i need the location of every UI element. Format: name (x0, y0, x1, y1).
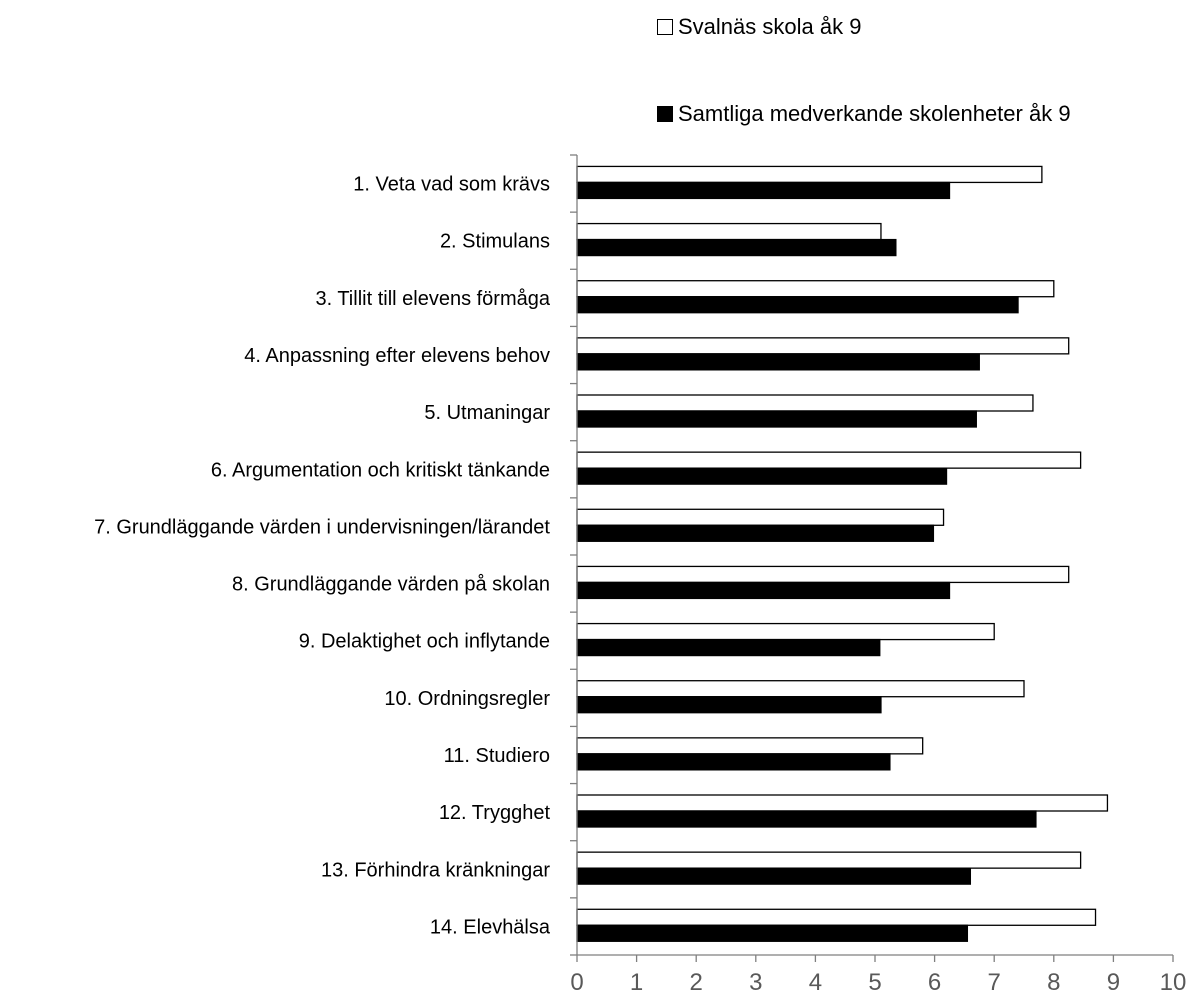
bar-samtliga-13 (576, 867, 972, 885)
legend-item-svalnas: Svalnäs skola åk 9 (657, 14, 861, 40)
category-label: 10. Ordningsregler (384, 688, 550, 710)
bar-samtliga-5 (576, 410, 977, 428)
bar-svalnas-8 (576, 565, 1070, 584)
x-tick-label: 8 (1047, 969, 1060, 996)
category-label: 12. Trygghet (439, 802, 551, 824)
bar-svalnas-3 (576, 280, 1055, 298)
bar-samtliga-2 (576, 238, 897, 257)
legend-swatch-black (657, 106, 673, 122)
bar-samtliga-10 (576, 696, 882, 714)
bar-svalnas-10 (576, 680, 1025, 698)
bar-svalnas-13 (576, 851, 1082, 869)
bar-samtliga-12 (576, 810, 1037, 828)
x-tick-label: 6 (928, 969, 941, 996)
category-label: 14. Elevhälsa (430, 916, 551, 938)
x-tick-label: 0 (570, 969, 583, 996)
x-tick-label: 5 (868, 969, 881, 996)
legend-swatch-white (657, 19, 673, 35)
axes: 0 1 2 3 4 5 6 7 8 9 10 (570, 154, 1187, 996)
bar-svalnas-12 (576, 794, 1109, 812)
category-label: 6. Argumentation och kritiskt tänkande (211, 459, 550, 481)
category-label: 1. Veta vad som krävs (353, 174, 550, 196)
bar-svalnas-5 (576, 394, 1034, 412)
bar-samtliga-11 (576, 753, 891, 771)
category-label: 5. Utmaningar (424, 402, 550, 424)
legend-label: Samtliga medverkande skolenheter åk 9 (678, 101, 1071, 126)
x-tick-label: 10 (1160, 969, 1187, 996)
category-label: 2. Stimulans (440, 231, 550, 253)
bar-svalnas-14 (576, 908, 1097, 926)
category-label: 4. Anpassning efter elevens behov (244, 345, 550, 367)
category-label: 8. Grundläggande värden på skolan (232, 574, 550, 596)
bar-samtliga-8 (576, 581, 951, 600)
category-label: 3. Tillit till elevens förmåga (315, 288, 550, 310)
bar-samtliga-3 (576, 296, 1019, 314)
legend-item-samtliga: Samtliga medverkande skolenheter åk 9 (657, 101, 1071, 127)
category-label: 11. Studiero (444, 745, 550, 767)
bar-svalnas-4 (576, 337, 1070, 355)
category-label: 13. Förhindra kränkningar (321, 859, 550, 881)
bar-samtliga-6 (576, 467, 948, 485)
bar-samtliga-14 (576, 924, 969, 942)
category-labels: 1. Veta vad som krävs 2. Stimulans 3. Till… (94, 174, 551, 939)
bar-samtliga-1 (576, 181, 951, 200)
x-tick-label: 4 (809, 969, 822, 996)
bar-samtliga-7 (576, 524, 935, 542)
bar-samtliga-9 (576, 638, 881, 657)
x-tick-label: 2 (690, 969, 703, 996)
bar-samtliga-4 (576, 353, 980, 371)
category-label: 7. Grundläggande värden i undervisningen… (94, 516, 550, 538)
x-tick-label: 1 (630, 969, 643, 996)
x-tick-label: 3 (749, 969, 762, 996)
bar-svalnas-2 (576, 222, 882, 241)
bars-group (576, 165, 1109, 942)
category-label: 9. Delaktighet och inflytande (299, 631, 550, 653)
bar-svalnas-6 (576, 451, 1082, 469)
bar-svalnas-1 (576, 165, 1043, 184)
x-tick-label: 9 (1107, 969, 1120, 996)
x-tick-label: 7 (988, 969, 1001, 996)
bar-svalnas-7 (576, 508, 945, 526)
bar-svalnas-11 (576, 737, 924, 755)
bar-svalnas-9 (576, 622, 995, 641)
legend-label: Svalnäs skola åk 9 (678, 14, 862, 39)
